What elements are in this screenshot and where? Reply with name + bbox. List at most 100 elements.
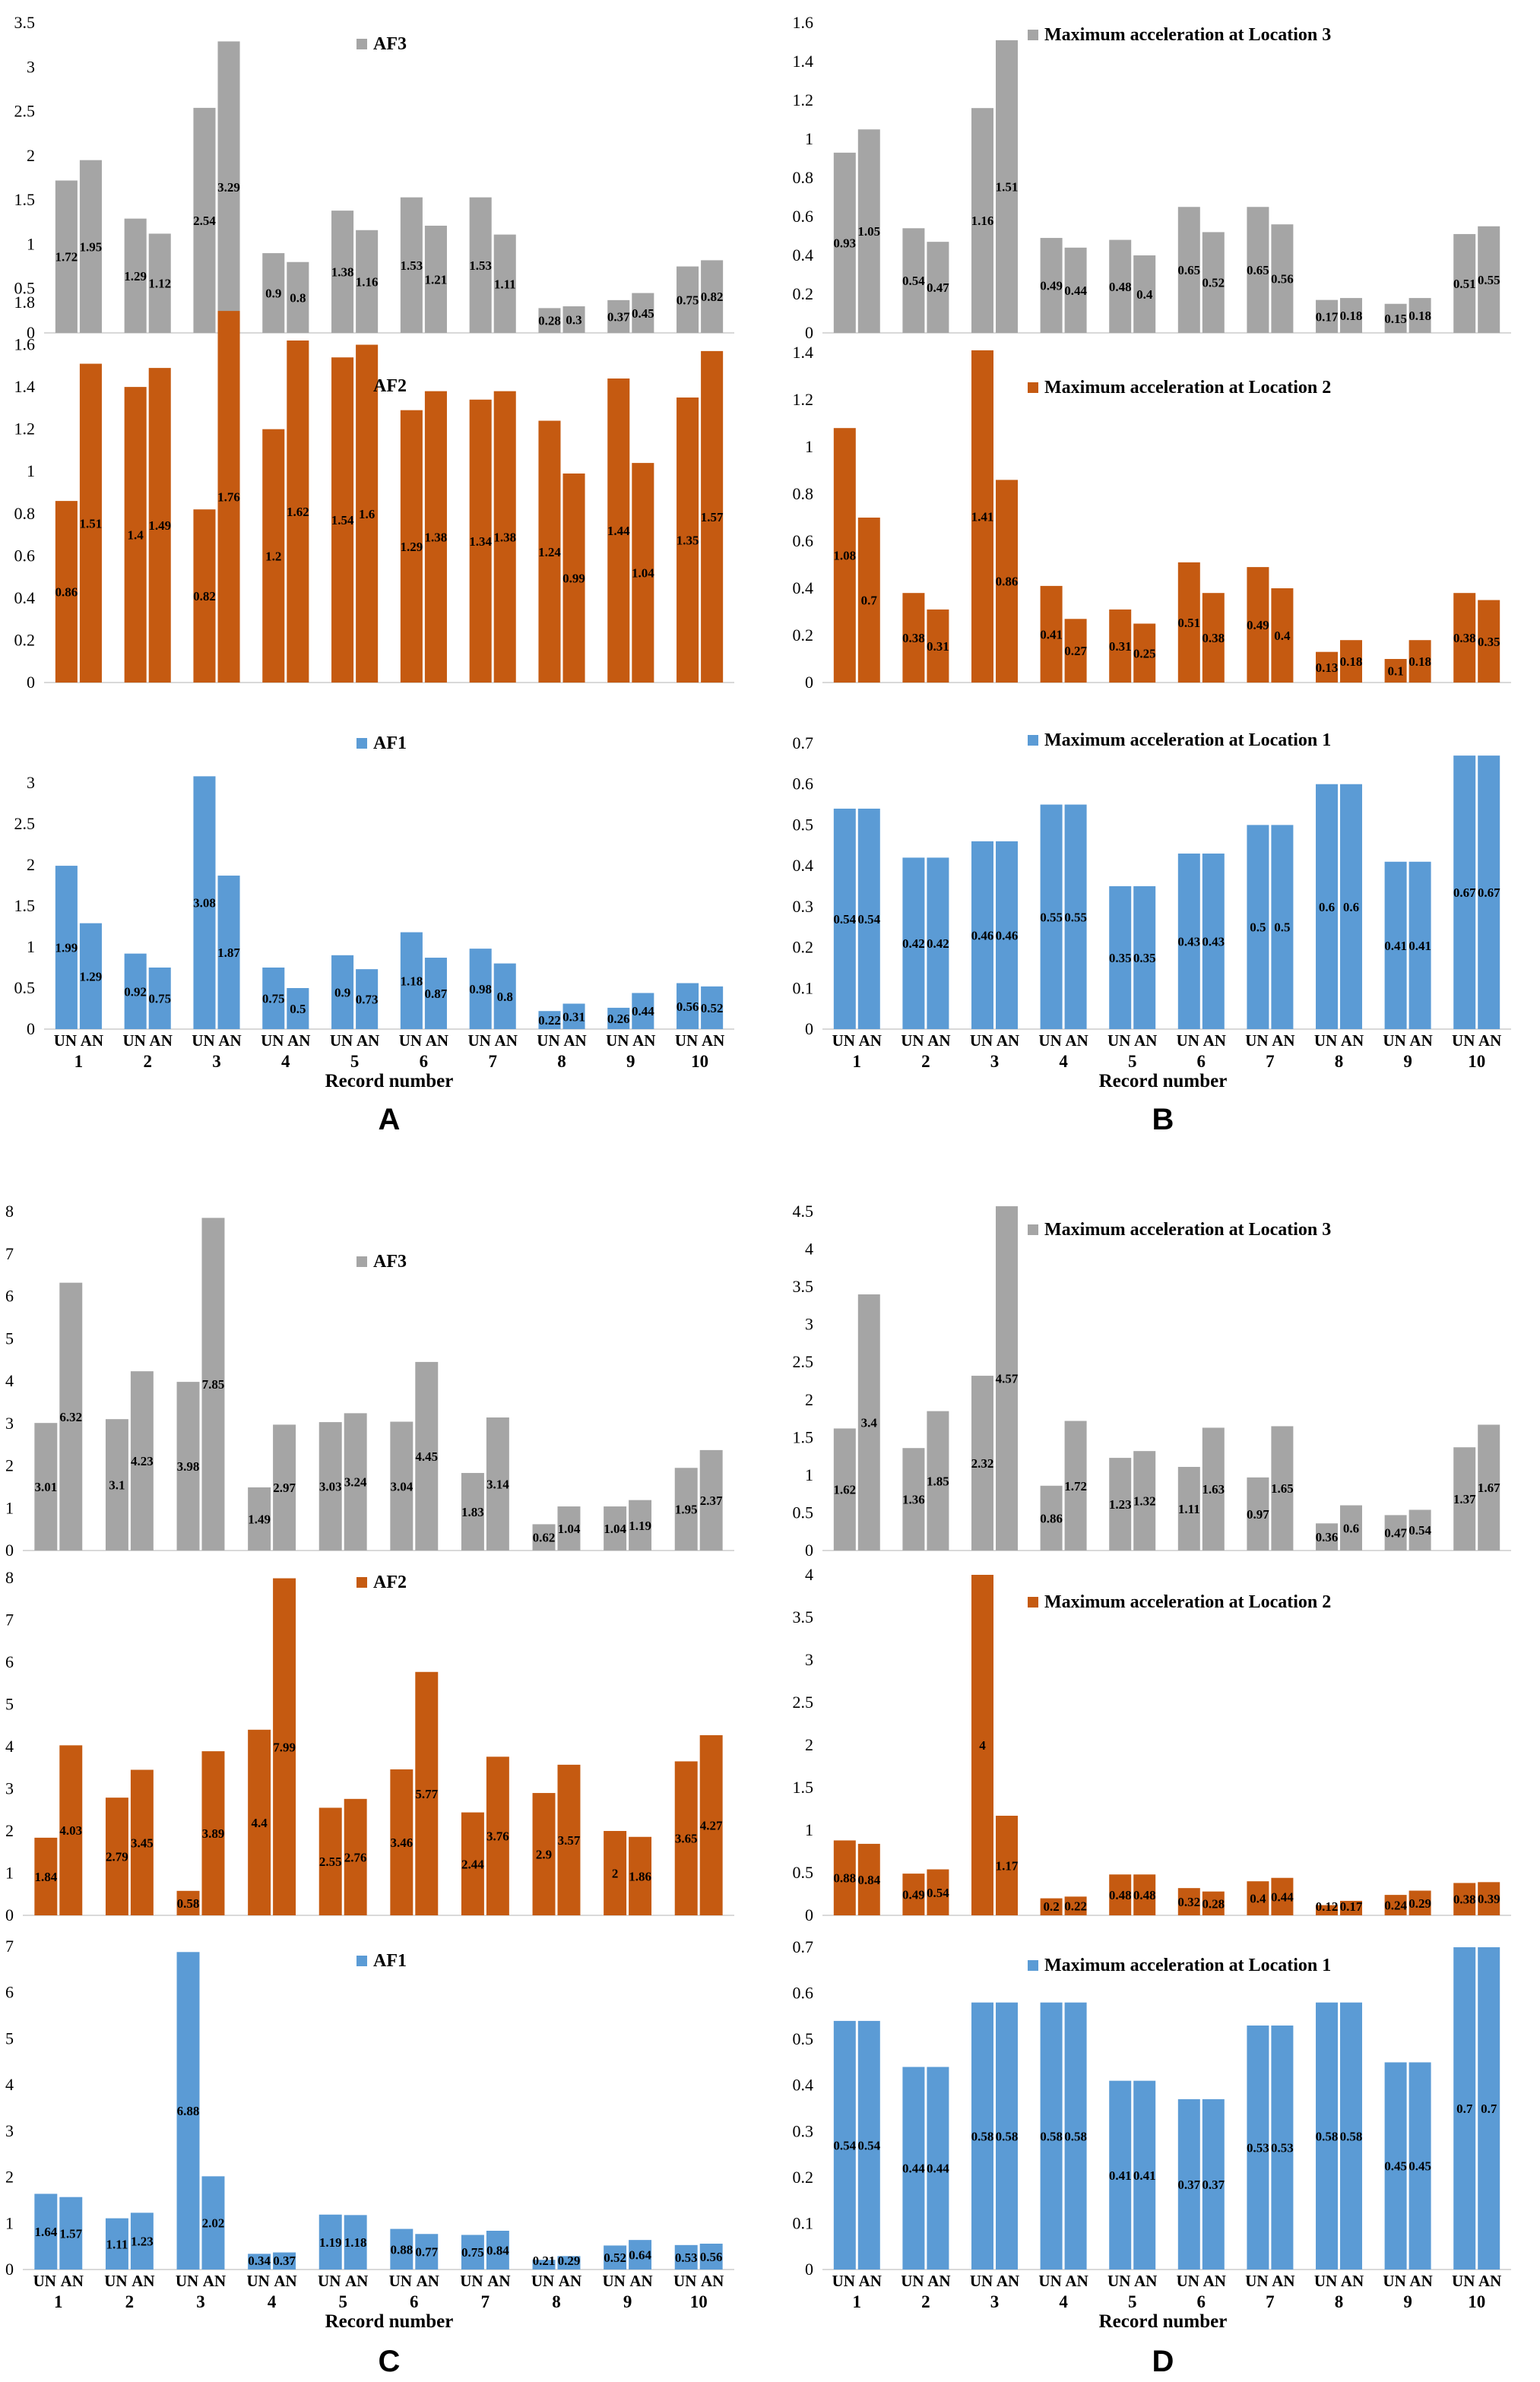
y-tick-label: 1 bbox=[805, 129, 813, 148]
data-label: 0.67 bbox=[1453, 885, 1476, 900]
chart-a-1: 0 0.5 1 1.5 2 2.5 3 3.5 1.721.95 1.291.12 2.54 3.29… bbox=[14, 13, 734, 342]
x-pair-label: UN bbox=[970, 2272, 993, 2290]
data-label: 0.49 bbox=[902, 1888, 925, 1902]
bar-un bbox=[902, 857, 925, 1029]
y-tick-label: 2.5 bbox=[793, 1352, 814, 1371]
bar-un bbox=[318, 1422, 342, 1551]
bar-an bbox=[1064, 619, 1087, 683]
y-tick-label: 0.6 bbox=[14, 546, 36, 565]
bar-un bbox=[674, 1468, 698, 1551]
bar-an bbox=[201, 1751, 225, 1915]
x-tick-label: 9 bbox=[623, 2292, 632, 2311]
bar-an bbox=[1340, 2002, 1362, 2270]
bar-un bbox=[902, 1448, 925, 1551]
data-label: 0.73 bbox=[356, 993, 379, 1007]
bar-un bbox=[390, 1769, 414, 1915]
legend-swatch bbox=[356, 381, 367, 391]
y-tick-label: 2.5 bbox=[14, 814, 36, 833]
x-pair-label: UN bbox=[261, 1031, 284, 1050]
x-tick-label: 7 bbox=[1266, 1052, 1275, 1071]
data-label: 0.5 bbox=[1274, 920, 1290, 935]
data-label: 0.58 bbox=[1064, 2129, 1087, 2143]
bar-an bbox=[996, 480, 1018, 683]
x-tick-label: 1 bbox=[74, 1052, 84, 1071]
data-label: 1.19 bbox=[319, 2235, 342, 2250]
bar-an bbox=[996, 2002, 1018, 2270]
bar-an bbox=[415, 2234, 439, 2270]
y-tick-label: 0.3 bbox=[793, 2121, 814, 2140]
x-tick-label: 1 bbox=[853, 1052, 862, 1071]
legend-swatch bbox=[1028, 735, 1038, 746]
data-label: 3.4 bbox=[861, 1416, 878, 1430]
bar-an bbox=[1340, 1505, 1362, 1551]
y-tick-label: 2.5 bbox=[14, 102, 36, 121]
data-label: 1.16 bbox=[971, 214, 994, 228]
bar-un bbox=[1316, 651, 1338, 683]
bar-an bbox=[148, 368, 171, 683]
data-label: 0.38 bbox=[1453, 1893, 1476, 1907]
x-pair-label: UN bbox=[176, 2272, 198, 2290]
y-tick-label: 1.6 bbox=[14, 335, 36, 354]
bar-an bbox=[1202, 593, 1225, 683]
y-tick-label: 3.5 bbox=[14, 13, 36, 32]
x-pair-label: UN bbox=[1452, 1031, 1475, 1050]
x-pair-label: AN bbox=[203, 2272, 226, 2290]
x-tick-label: 2 bbox=[125, 2292, 135, 2311]
bar-un bbox=[1177, 854, 1200, 1029]
x-pair-label: UN bbox=[970, 1031, 993, 1050]
bar-an bbox=[1271, 1426, 1294, 1551]
bar-an bbox=[130, 2213, 154, 2270]
chart-a-2: 0 0.2 0.4 0.6 0.8 1 1.2 1.4 1.6 1.8 0.86 1.51 1.4 1.4… bbox=[14, 293, 734, 692]
data-label: 1.95 bbox=[675, 1503, 698, 1517]
y-tick-label: 0.5 bbox=[14, 279, 36, 298]
x-pair-label: UN bbox=[123, 1031, 146, 1050]
data-label: 0.87 bbox=[425, 987, 448, 1001]
y-tick-label: 3 bbox=[5, 2121, 14, 2140]
data-label: 0.54 bbox=[833, 912, 856, 927]
data-label: 0.58 bbox=[996, 2129, 1019, 2143]
x-pair-label: UN bbox=[246, 2272, 269, 2290]
data-label: 0.65 bbox=[1247, 263, 1269, 277]
x-pair-label: AN bbox=[1065, 2272, 1088, 2290]
x-pair-label: AN bbox=[859, 1031, 882, 1050]
bar-an bbox=[927, 1869, 949, 1915]
x-tick-label: 4 bbox=[268, 2292, 277, 2311]
bar-un bbox=[1316, 1523, 1338, 1551]
panel-label-c: C bbox=[379, 2345, 401, 2378]
y-tick-label: 1.4 bbox=[14, 377, 36, 396]
y-tick-label: 2 bbox=[27, 146, 35, 165]
x-pair-label: UN bbox=[537, 1031, 559, 1050]
legend-swatch bbox=[1028, 1960, 1038, 1971]
data-label: 1.54 bbox=[331, 513, 354, 527]
x-pair-label: UN bbox=[318, 2272, 341, 2290]
bar-an bbox=[486, 1756, 509, 1915]
data-label: 3.46 bbox=[390, 1836, 413, 1850]
bar-an bbox=[493, 391, 516, 683]
data-label: 1.21 bbox=[425, 272, 448, 287]
data-label: 0.18 bbox=[1408, 654, 1431, 669]
data-label: 0.44 bbox=[927, 2162, 949, 2176]
bar-an bbox=[1064, 1421, 1087, 1551]
bar-an bbox=[287, 988, 309, 1029]
data-label: 0.53 bbox=[675, 2251, 698, 2265]
data-label: 0.82 bbox=[193, 589, 216, 603]
legend-label: Maximum acceleration at Location 1 bbox=[1044, 1956, 1331, 1975]
data-label: 4.45 bbox=[415, 1449, 438, 1464]
data-label: 3.89 bbox=[202, 1826, 225, 1841]
bar-an bbox=[1340, 784, 1362, 1029]
data-label: 0.45 bbox=[1384, 2159, 1407, 2174]
x-pair-label: AN bbox=[559, 2272, 581, 2290]
y-tick-label: 0.2 bbox=[793, 626, 814, 645]
bar-un bbox=[1247, 207, 1269, 333]
y-tick-label: 0.2 bbox=[793, 938, 814, 957]
bar-an bbox=[486, 2231, 509, 2270]
x-tick-label: 6 bbox=[420, 1052, 429, 1071]
data-label: 0.58 bbox=[1040, 2129, 1063, 2143]
x-pair-label: UN bbox=[192, 1031, 214, 1050]
data-label: 1.29 bbox=[80, 969, 103, 984]
bar-an bbox=[344, 1798, 367, 1915]
bar-un bbox=[318, 1807, 342, 1915]
bar-un bbox=[532, 2260, 556, 2270]
bar-an bbox=[632, 293, 654, 333]
bar-an bbox=[1133, 886, 1156, 1029]
